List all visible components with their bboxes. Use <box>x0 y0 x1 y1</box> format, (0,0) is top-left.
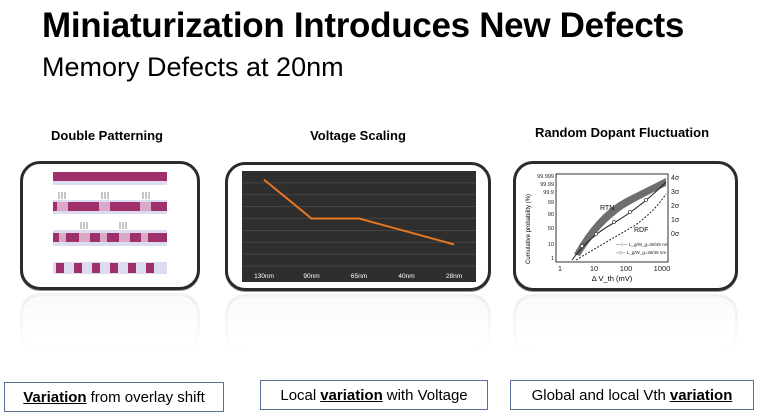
x-tick-label: 28nm <box>446 273 462 280</box>
rdf-sigma-tick: 4σ <box>671 175 680 182</box>
rdf-sigma-tick: 2σ <box>671 203 680 210</box>
caption-emphasis: Variation <box>23 388 87 406</box>
x-tick-label: 40nm <box>398 273 414 280</box>
voltage-scaling-frame: 130nm 90nm 65nm 40nm 28nm <box>225 162 491 291</box>
caption-emphasis: variation <box>669 386 733 404</box>
caption-emphasis: variation <box>320 386 383 404</box>
voltage-scaling-reflection <box>225 294 491 354</box>
rdf-xtick: 1 <box>558 264 562 273</box>
rdf-curve <box>575 193 667 261</box>
rdf-reflection <box>513 294 738 354</box>
slide-subtitle: Memory Defects at 20nm <box>42 52 344 82</box>
rdf-ytick: 99 <box>548 200 554 206</box>
x-tick-label: 65nm <box>351 273 367 280</box>
caption-text-before: Local <box>280 386 317 404</box>
caption-voltage: Local variation with Voltage <box>260 380 488 410</box>
rdf-sigma-tick: 1σ <box>671 217 680 224</box>
rdf-legend-entry: --◇-- L_g/W_g=28/45 nm <box>616 250 666 255</box>
rdf-ytick: 1 <box>551 256 554 262</box>
rdf-sigma-tick: 0σ <box>671 231 680 238</box>
rdf-label-rtn: RTN <box>600 205 614 212</box>
rdf-curve <box>571 181 667 261</box>
panel-title-random-dopant-fluctuation: Random Dopant Fluctuation <box>534 125 710 140</box>
double-patterning-frame <box>20 161 200 290</box>
rdf-ytick: 90 <box>548 212 554 218</box>
slide-title: Miniaturization Introduces New Defects <box>42 6 685 45</box>
rdf-ytick: 99.999 <box>537 174 554 180</box>
rdf-rtn-band <box>574 178 666 256</box>
panel-title-double-patterning: Double Patterning <box>51 128 163 143</box>
rdf-ytick: 10 <box>548 242 554 248</box>
chart-background <box>242 171 476 282</box>
caption-overlay-shift: Variation from overlay shift <box>4 382 224 412</box>
rdf-xtick: 1000 <box>654 264 671 273</box>
caption-vth: Global and local Vth variation <box>510 380 754 410</box>
caption-text-after: with Voltage <box>386 386 468 404</box>
rdf-ytick: 50 <box>548 226 554 232</box>
x-tick-label: 130nm <box>254 273 274 280</box>
rdf-legend-entry: —○— L_g/W_g=28/45 nm <box>616 242 669 247</box>
rdf-xtick: 100 <box>620 264 633 273</box>
panel-title-voltage-scaling: Voltage Scaling <box>310 128 406 143</box>
x-tick-label: 90nm <box>303 273 319 280</box>
rdf-xlabel: Δ V_th (mV) <box>592 274 633 283</box>
voltage-scaling-chart: 130nm 90nm 65nm 40nm 28nm <box>242 171 476 282</box>
double-patterning-diagram <box>53 172 167 274</box>
caption-text: from overlay shift <box>90 388 205 406</box>
rdf-label-rdf: RDF <box>634 227 648 234</box>
rdf-figure: Cumulative probability (%) 99.999 99.99 … <box>526 173 680 283</box>
rdf-xtick: 10 <box>590 264 598 273</box>
rdf-ytick: 99.99 <box>540 182 554 188</box>
rdf-ylabel: Cumulative probability (%) <box>526 194 532 264</box>
rdf-sigma-tick: 3σ <box>671 189 680 196</box>
caption-text-before: Global and local Vth <box>531 386 666 404</box>
rdf-ytick: 99.9 <box>543 190 554 196</box>
double-patterning-reflection <box>20 293 200 353</box>
rdf-frame: Cumulative probability (%) 99.999 99.99 … <box>513 161 738 291</box>
